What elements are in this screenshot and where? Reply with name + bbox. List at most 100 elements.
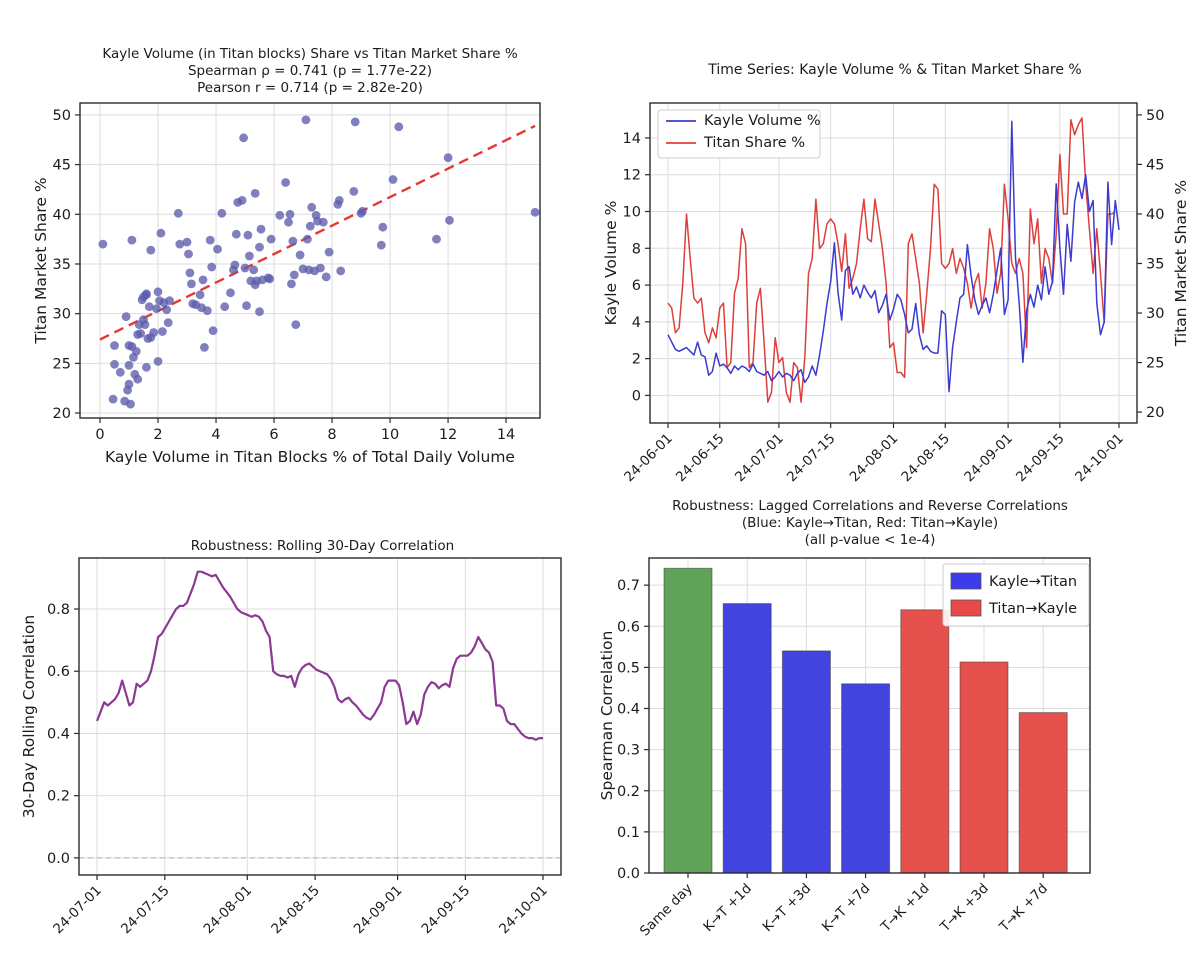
rolling-corr-title: Robustness: Rolling 30-Day Correlation (0, 538, 645, 555)
x-tick-labels: Same day K→T +1d K→T +3d K→T +7d T→K +1d T→K … (637, 881, 1051, 940)
svg-text:25: 25 (53, 356, 71, 372)
bar-3 (841, 683, 891, 874)
axes-frame (78, 557, 562, 876)
svg-text:24-10-01: 24-10-01 (496, 883, 551, 938)
lagged-corr-title-line3: (all p-value < 1e-4) (804, 532, 936, 548)
y-tick-labels: 0.0 0.1 0.2 0.3 0.4 0.5 0.6 0.7 (617, 578, 640, 882)
svg-text:45: 45 (1146, 157, 1164, 173)
svg-text:K→T +3d: K→T +3d (760, 881, 815, 936)
svg-text:Titan→Kayle: Titan→Kayle (988, 601, 1077, 617)
y-tick-labels: 0.0 0.2 0.4 0.6 0.8 (47, 602, 70, 867)
bar-6 (1018, 712, 1068, 874)
svg-text:24-07-15: 24-07-15 (118, 883, 173, 938)
svg-text:0.7: 0.7 (617, 578, 640, 594)
rolling-corr-line (95, 570, 543, 741)
y-tick-labels-left: 0 2 4 6 8 10 12 14 (623, 131, 641, 404)
legend-box (657, 109, 821, 159)
svg-text:Kayle Volume %: Kayle Volume % (704, 113, 821, 129)
svg-text:Spearman Correlation: Spearman Correlation (598, 631, 616, 801)
svg-text:0.0: 0.0 (47, 851, 70, 867)
rolling-corr-title-line: Robustness: Rolling 30-Day Correlation (190, 538, 455, 554)
svg-text:20: 20 (1146, 405, 1164, 421)
titan-share-path (667, 117, 1116, 403)
svg-text:10: 10 (623, 205, 641, 221)
svg-text:24-07-01: 24-07-01 (50, 883, 105, 938)
svg-text:Kayle Volume in Titan Blocks %: Kayle Volume in Titan Blocks % of Total … (105, 448, 515, 466)
svg-text:T→K +7d: T→K +7d (996, 881, 1051, 936)
tick-marks (644, 584, 1044, 878)
scatter-chart: 0 2 4 6 8 10 12 14 20 25 30 35 40 45 50 Kayle Volume in… (32, 102, 541, 466)
svg-text:6: 6 (269, 427, 278, 443)
svg-text:Titan Share %: Titan Share % (703, 135, 805, 151)
svg-text:Titan Market Share %: Titan Market Share % (1172, 180, 1190, 347)
y-tick-labels-right: 20 25 30 35 40 45 50 (1146, 108, 1164, 421)
bar-5 (959, 661, 1009, 874)
kayle-volume-path (667, 120, 1120, 393)
svg-text:2: 2 (153, 427, 162, 443)
scatter-points (98, 115, 540, 409)
svg-text:0.4: 0.4 (47, 726, 70, 742)
timeseries-chart: 0 2 4 6 8 10 12 14 20 25 30 35 40 45 50 24-06-0124-06-1… (602, 102, 1190, 486)
svg-text:0.0: 0.0 (617, 866, 640, 882)
scatter-title: Kayle Volume (in Titan blocks) Share vs … (0, 46, 620, 97)
svg-text:Kayle Volume %: Kayle Volume % (602, 201, 620, 326)
svg-text:24-08-01: 24-08-01 (200, 883, 255, 938)
svg-text:0.1: 0.1 (617, 825, 640, 841)
legend: Kayle→Titan Titan→Kayle (942, 563, 1090, 627)
svg-text:6: 6 (632, 278, 641, 294)
svg-text:24-08-15: 24-08-15 (898, 431, 953, 486)
svg-text:24-10-01: 24-10-01 (1072, 431, 1127, 486)
svg-text:24-08-15: 24-08-15 (268, 883, 323, 938)
svg-text:50: 50 (1146, 108, 1164, 124)
x-tick-labels: 24-07-01 24-07-15 24-08-01 24-08-15 24-09-01… (50, 883, 551, 938)
svg-text:0.6: 0.6 (47, 664, 70, 680)
grid (80, 103, 540, 418)
bars (663, 567, 1068, 874)
rolling-corr-chart: 0.00.20.40.60.824-07-01 24-07-15 24-08-01 2… (20, 557, 562, 938)
svg-text:0.5: 0.5 (617, 660, 640, 676)
svg-text:K→T +1d: K→T +1d (700, 881, 755, 936)
scatter-title-line1: Kayle Volume (in Titan blocks) Share vs … (102, 46, 518, 62)
svg-text:24-09-15: 24-09-15 (1013, 431, 1068, 486)
svg-text:10: 10 (381, 427, 399, 443)
svg-text:Titan Market Share %: Titan Market Share % (32, 177, 50, 344)
timeseries-title: Time Series: Kayle Volume % & Titan Mark… (600, 62, 1190, 79)
legend: Kayle Volume % Titan Share % (657, 109, 821, 159)
svg-text:0: 0 (95, 427, 104, 443)
timeseries-title-line: Time Series: Kayle Volume % & Titan Mark… (708, 62, 1082, 78)
svg-text:20: 20 (53, 406, 71, 422)
svg-text:14: 14 (497, 427, 515, 443)
bar-2 (781, 650, 831, 874)
svg-text:T→K +3d: T→K +3d (937, 881, 992, 936)
svg-text:8: 8 (632, 241, 641, 257)
tick-marks (645, 114, 1142, 428)
y-axis-label-left: Kayle Volume % (602, 201, 620, 326)
y-axis-label-right: Titan Market Share % (1172, 180, 1190, 347)
x-tick-labels: 0 2 4 6 8 10 12 14 (95, 427, 515, 443)
y-tick-labels: 20 25 30 35 40 45 50 (53, 108, 71, 422)
svg-text:50: 50 (53, 108, 71, 124)
scatter-title-line3: Pearson r = 0.714 (p = 2.82e-20) (197, 80, 423, 96)
lagged-corr-title: Robustness: Lagged Correlations and Reve… (590, 498, 1150, 549)
svg-text:0.4: 0.4 (617, 702, 640, 718)
bar-1 (722, 603, 772, 874)
svg-text:0.6: 0.6 (617, 619, 640, 635)
svg-text:12: 12 (623, 168, 641, 184)
svg-text:0.2: 0.2 (617, 784, 640, 800)
svg-text:24-09-01: 24-09-01 (961, 431, 1016, 486)
lagged-corr-title-line1: Robustness: Lagged Correlations and Reve… (672, 498, 1068, 514)
svg-text:2: 2 (632, 352, 641, 368)
titan-share-line (667, 117, 1116, 403)
svg-text:0: 0 (632, 388, 641, 404)
tick-marks (75, 114, 507, 423)
bar-4 (900, 609, 950, 874)
svg-text:30-Day Rolling Correlation: 30-Day Rolling Correlation (20, 615, 38, 818)
svg-text:25: 25 (1146, 356, 1164, 372)
svg-text:12: 12 (439, 427, 457, 443)
svg-text:0.8: 0.8 (47, 602, 70, 618)
svg-text:40: 40 (1146, 207, 1164, 223)
x-axis-label: Kayle Volume in Titan Blocks % of Total … (105, 448, 515, 466)
svg-text:30: 30 (1146, 306, 1164, 322)
